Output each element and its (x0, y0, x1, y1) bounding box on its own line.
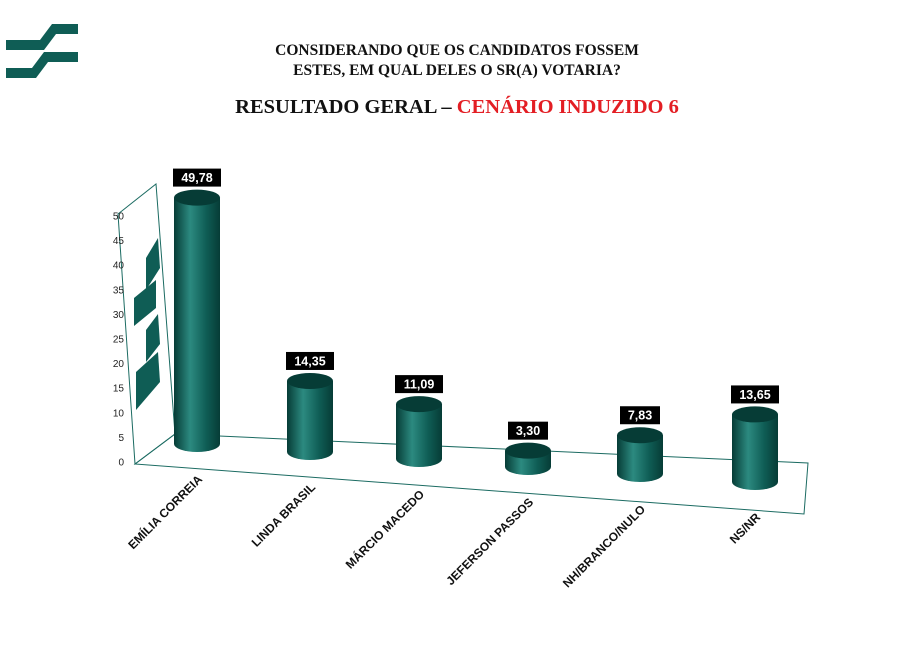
y-axis: 0 5 10 15 20 25 30 35 40 45 50 (113, 212, 125, 469)
data-label-box (286, 351, 334, 370)
bars-group: 49,78 14,35 11,09 3,30 7,83 13,65 (173, 168, 779, 490)
wall-stripe-upper (134, 280, 156, 326)
y-tick-label: 0 (118, 458, 124, 469)
x-axis-labels: EMÍLIA CORREIA LINDA BRASIL MÁRCIO MACEDO J… (125, 471, 764, 590)
chart-title-line-1: CONSIDERANDO QUE OS CANDIDATOS FOSSEM (275, 42, 639, 59)
bar-3: 11,09 (395, 375, 443, 467)
bar-4: 3,30 (505, 421, 551, 475)
y-tick-label: 50 (113, 212, 125, 223)
data-label: 7,83 (628, 409, 652, 423)
y-tick-label: 35 (113, 285, 125, 296)
x-tick-label: NS/NR (727, 510, 764, 547)
y-tick-label: 10 (113, 408, 125, 419)
back-wall (117, 183, 176, 465)
x-tick-label: NH/BRANCO/NULO (560, 502, 648, 590)
y-tick-label: 5 (118, 433, 124, 444)
data-label: 3,30 (516, 424, 540, 438)
y-tick-label: 30 (113, 310, 125, 321)
bar-top (617, 427, 663, 444)
bar-top (396, 396, 442, 413)
bar-body (396, 404, 442, 467)
subtitle-prefix: RESULTADO GERAL – (235, 96, 457, 118)
data-label: 49,78 (181, 171, 212, 185)
y-tick-label: 45 (113, 236, 125, 247)
data-label-box (731, 385, 779, 404)
subtitle-accent: CENÁRIO INDUZIDO 6 (456, 96, 679, 118)
y-tick-label: 40 (113, 261, 125, 272)
bar-body (617, 435, 663, 482)
data-label: 13,65 (739, 388, 770, 402)
bar-body (287, 380, 333, 460)
data-label: 11,09 (404, 378, 435, 392)
data-label-box (508, 421, 548, 440)
data-label-box (620, 406, 660, 425)
bar-1: 49,78 (173, 168, 221, 452)
chart-floor (133, 433, 809, 515)
brand-logo-icon (6, 24, 78, 78)
wall-stripe-lower (136, 352, 160, 410)
x-tick-label: MÁRCIO MACEDO (342, 487, 427, 572)
chart-subtitle: RESULTADO GERAL – CENÁRIO INDUZIDO 6 (0, 96, 914, 119)
bar-top (505, 442, 551, 459)
y-tick-label: 15 (113, 384, 125, 395)
bar-2: 14,35 (286, 351, 334, 460)
wall-stripe-upper-2 (146, 238, 160, 290)
chart-frame (117, 183, 809, 515)
bar-top (287, 372, 333, 389)
y-tick-label: 20 (113, 359, 125, 370)
bar-top (174, 189, 220, 206)
data-label-box (173, 168, 221, 187)
y-tick-label: 25 (113, 335, 125, 346)
chart-title-line-2: ESTES, EM QUAL DELES O SR(A) VOTARIA? (293, 62, 621, 79)
x-tick-label: JEFERSON PASSOS (443, 495, 536, 588)
bar-6: 13,65 (731, 385, 779, 490)
x-tick-label: LINDA BRASIL (249, 480, 318, 549)
bar-top (732, 406, 778, 423)
data-label-box (395, 375, 443, 394)
bar-body (174, 197, 220, 452)
x-tick-label: EMÍLIA CORREIA (125, 471, 206, 552)
wall-stripe-lower-2 (146, 314, 160, 362)
bar-5: 7,83 (617, 406, 663, 482)
bar-body (732, 414, 778, 490)
data-label: 14,35 (294, 354, 325, 368)
